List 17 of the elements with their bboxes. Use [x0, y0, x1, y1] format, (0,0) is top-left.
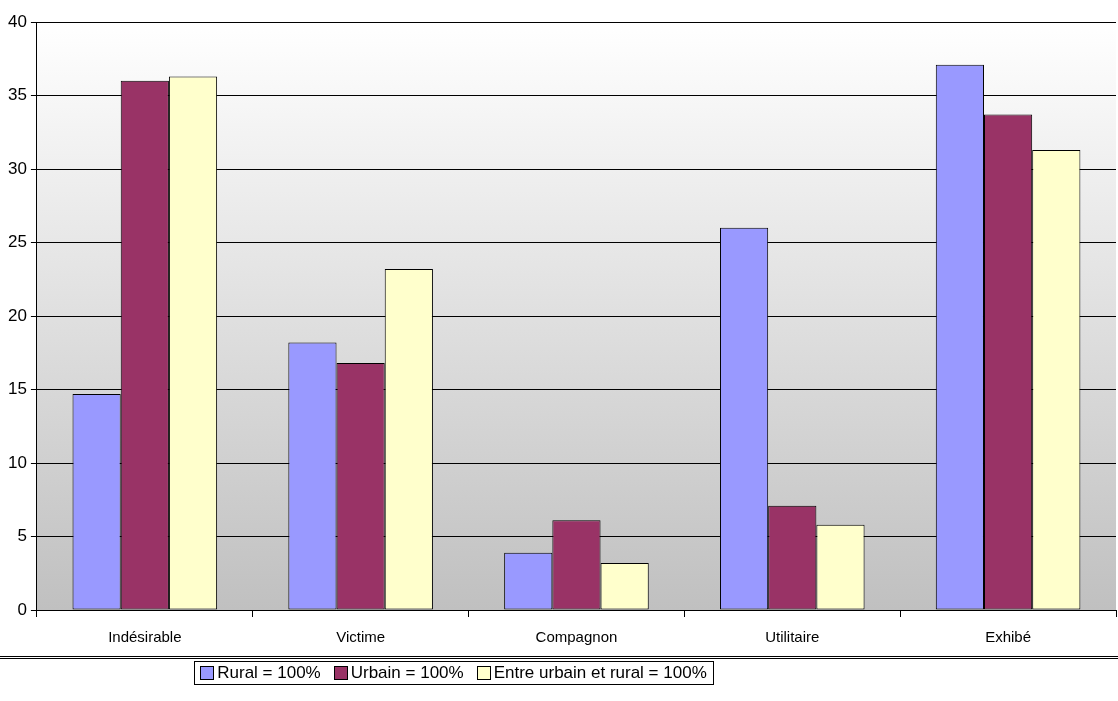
- x-tick-label: Utilitaire: [765, 628, 820, 646]
- x-tick-label: Exhibé: [985, 628, 1032, 646]
- y-tick-label: 15: [7, 379, 27, 399]
- legend-label: Entre urbain et rural = 100%: [493, 663, 707, 683]
- legend-label: Rural = 100%: [217, 663, 321, 683]
- x-tick-label: Compagnon: [535, 628, 618, 646]
- y-tick-label: 5: [17, 526, 27, 546]
- x-tick-label: Victime: [336, 628, 386, 646]
- y-tick-label: 20: [7, 305, 27, 325]
- y-tick-label: 0: [17, 599, 27, 619]
- y-tick-label: 35: [7, 85, 27, 105]
- legend-label: Urbain = 100%: [350, 663, 464, 683]
- y-tick-label: 25: [7, 232, 27, 252]
- y-tick-label: 30: [7, 158, 27, 178]
- y-tick-label: 40: [7, 11, 27, 31]
- y-tick-label: 10: [7, 452, 27, 472]
- x-tick-label: Indésirable: [108, 628, 182, 646]
